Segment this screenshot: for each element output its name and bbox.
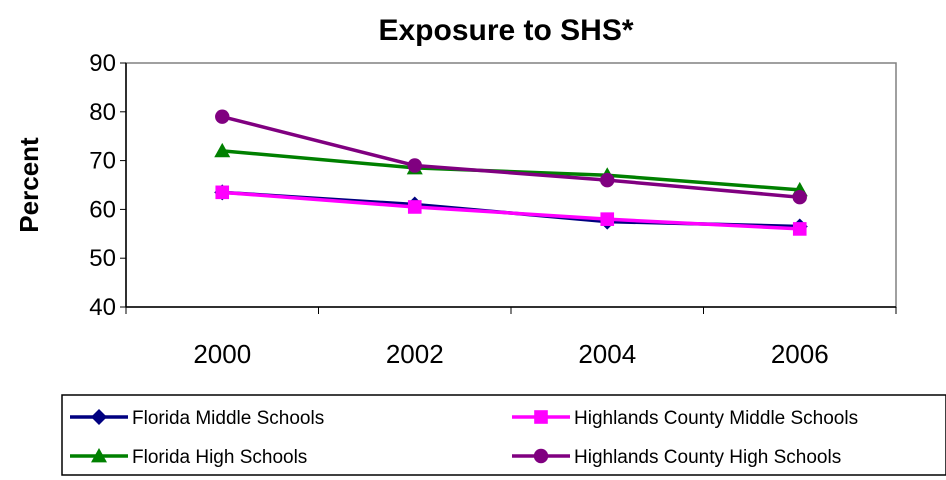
axes: 40 50 60 70 80 90 2000 2002 2004 2006 [89, 50, 897, 369]
y-tick-label: 90 [89, 50, 116, 77]
legend-label: Highlands County High Schools [574, 447, 841, 468]
legend-marker [91, 409, 107, 425]
legend: Florida Middle Schools Highlands County M… [70, 408, 858, 468]
data-point [215, 109, 230, 124]
x-tick-label: 2006 [771, 339, 829, 369]
x-tick-label: 2002 [386, 339, 444, 369]
legend-item: Highlands County High Schools [512, 447, 841, 468]
plot-area [125, 62, 897, 308]
legend-marker [91, 448, 107, 463]
y-tick-label: 70 [89, 148, 116, 175]
legend-item: Highlands County Middle Schools [512, 408, 858, 429]
legend-marker [533, 448, 549, 464]
series-line [221, 114, 800, 199]
chart-title: Exposure to SHS* [378, 14, 633, 47]
data-point [792, 222, 807, 236]
legend-label: Florida Middle Schools [132, 408, 324, 429]
legend-label: Florida High Schools [132, 447, 307, 468]
series-layer [214, 109, 808, 236]
data-point [600, 172, 615, 188]
data-point [214, 142, 231, 158]
data-point [407, 200, 422, 214]
y-tick-label: 60 [89, 196, 116, 223]
data-point [792, 190, 807, 205]
legend-item: Florida High Schools [70, 447, 307, 468]
legend-item: Florida Middle Schools [70, 408, 324, 429]
data-point [407, 158, 422, 173]
legend-marker [534, 410, 548, 424]
legend-label: Highlands County Middle Schools [574, 408, 858, 429]
series-circle [215, 109, 807, 205]
x-tick-label: 2004 [578, 339, 636, 369]
x-tick-label: 2000 [193, 339, 251, 369]
y-tick-label: 80 [89, 99, 116, 126]
legend-box [61, 394, 946, 476]
data-point [215, 185, 230, 200]
data-point [600, 212, 615, 226]
y-tick-label: 50 [89, 245, 116, 272]
series-line [222, 190, 800, 231]
y-axis-label: Percent [14, 137, 44, 233]
y-tick-label: 40 [89, 294, 116, 321]
series-square [215, 185, 807, 236]
